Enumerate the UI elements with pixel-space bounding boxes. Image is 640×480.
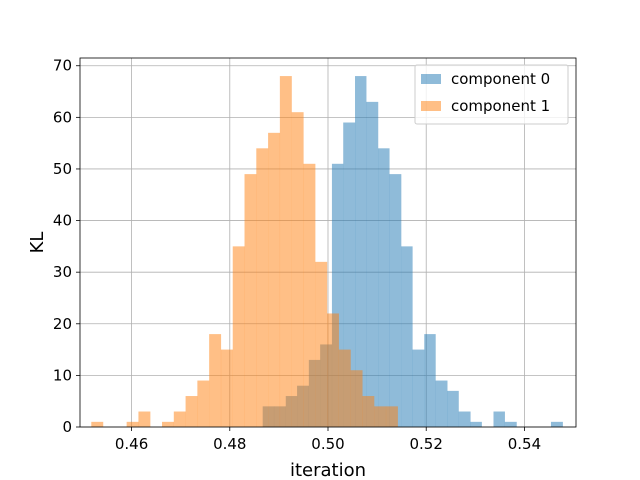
histogram-bar-component-1 [173, 411, 186, 427]
histogram-bar-component-1 [209, 334, 222, 427]
y-tick-label: 10 [53, 366, 72, 384]
histogram-bar-component-1 [303, 163, 316, 428]
y-tick-label: 40 [53, 212, 72, 230]
histogram-bar-component-0 [401, 246, 413, 427]
histogram-bar-component-1 [327, 313, 339, 427]
histogram-bar-component-1 [244, 174, 257, 427]
x-tick-label: 0.50 [311, 435, 344, 453]
histogram-bar-component-1 [162, 421, 174, 427]
y-tick-label: 20 [53, 315, 72, 333]
x-tick-label: 0.52 [410, 435, 443, 453]
legend-label-component-1: component 1 [451, 97, 550, 115]
histogram-bar-component-1 [138, 411, 151, 427]
histogram-bar-component-1 [126, 421, 139, 427]
histogram-bar-component-1 [232, 246, 245, 427]
y-tick-label: 30 [53, 263, 72, 281]
histogram-bar-component-1 [374, 406, 387, 427]
histogram-bar-component-0 [355, 76, 367, 428]
x-tick-label: 0.54 [508, 435, 541, 453]
histogram-bar-component-1 [256, 148, 269, 427]
histogram-bar-component-0 [470, 421, 482, 427]
histogram-bar-component-0 [343, 122, 356, 427]
legend-swatch-component-0 [421, 74, 441, 84]
histogram-bar-component-0 [424, 334, 436, 427]
x-axis-label: iteration [290, 460, 366, 480]
legend-swatch-component-1 [421, 101, 441, 111]
histogram-bar-component-1 [185, 396, 198, 427]
histogram-bar-component-1 [268, 132, 281, 428]
histogram-bar-component-0 [435, 380, 448, 427]
histogram-bar-component-1 [291, 112, 304, 427]
histogram-bar-component-1 [338, 349, 351, 427]
legend-box [414, 64, 569, 125]
histogram-bar-component-0 [412, 349, 425, 427]
histogram-bar-component-1 [350, 370, 363, 427]
histogram-bar-component-0 [447, 390, 459, 427]
y-tick-label: 0 [62, 418, 72, 436]
y-axis-ticks: 0 10 20 30 40 50 60 70 [53, 57, 80, 436]
histogram-bar-component-0 [493, 411, 505, 427]
histogram-bar-component-0 [378, 148, 390, 427]
histogram-bar-component-0 [504, 421, 517, 427]
legend-label-component-0: component 0 [451, 70, 550, 88]
y-tick-label: 60 [53, 108, 72, 126]
legend: component 0 component 1 [414, 64, 569, 125]
histogram-bar-component-1 [362, 396, 375, 427]
histogram-bars [91, 76, 563, 428]
histogram-bar-component-1 [91, 421, 104, 427]
histogram-bar-component-1 [197, 380, 210, 427]
histogram-bar-component-0 [458, 411, 471, 427]
histogram-bar-component-1 [279, 76, 292, 428]
x-axis-ticks: 0.46 0.48 0.50 0.52 0.54 [115, 427, 541, 453]
x-tick-label: 0.46 [115, 435, 148, 453]
histogram-bar-component-0 [331, 163, 344, 428]
histogram-bar-component-0 [550, 421, 563, 427]
y-axis-label: KL [27, 232, 48, 254]
histogram-bar-component-1 [220, 349, 233, 427]
y-tick-label: 70 [53, 57, 72, 75]
x-tick-label: 0.48 [213, 435, 246, 453]
y-tick-label: 50 [53, 160, 72, 178]
histogram-bar-component-0 [366, 101, 379, 428]
histogram-bar-component-1 [385, 406, 398, 427]
histogram-bar-component-0 [389, 174, 402, 427]
histogram-bar-component-1 [315, 261, 328, 427]
